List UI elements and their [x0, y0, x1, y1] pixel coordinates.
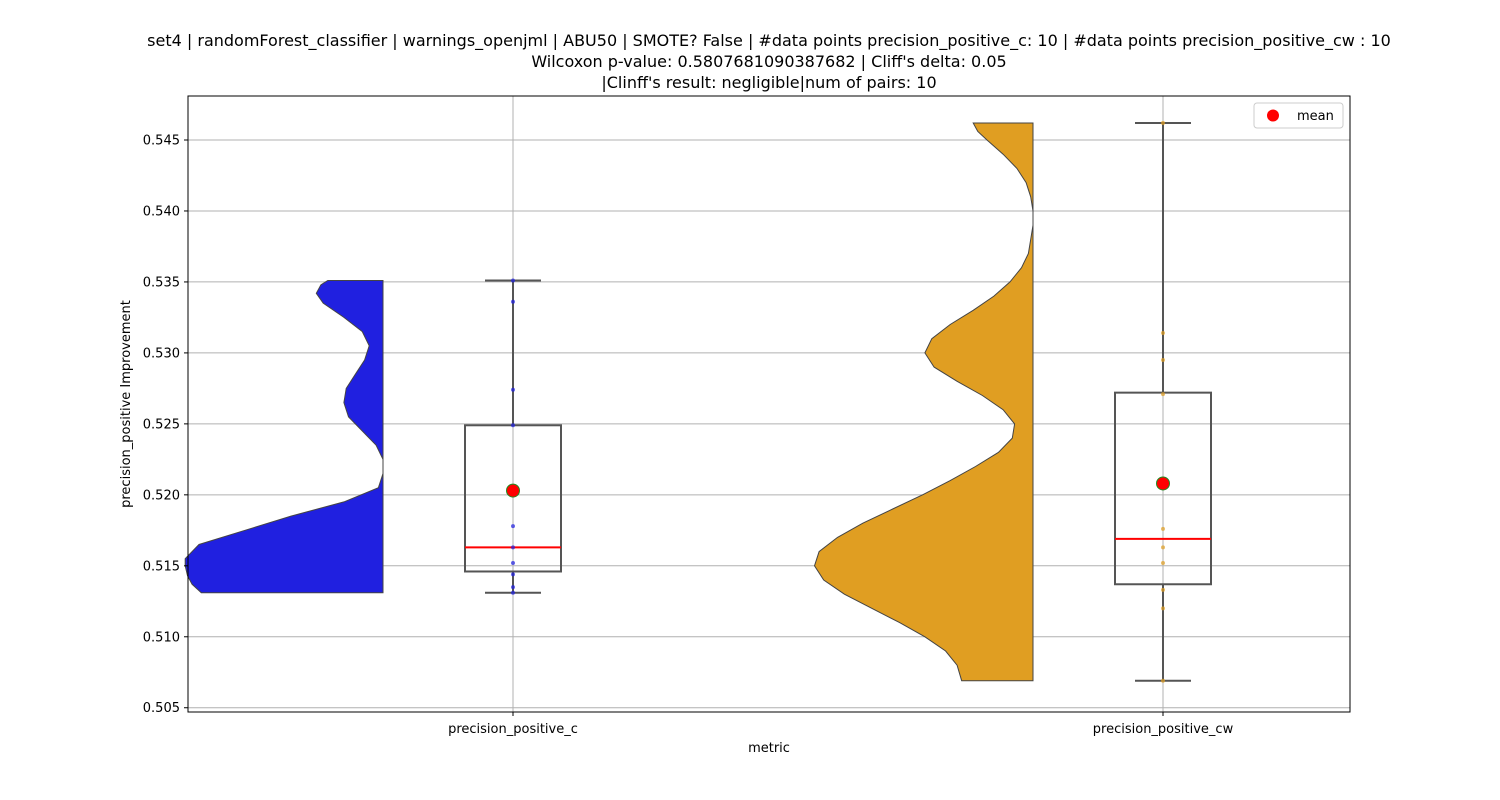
data-point [511, 278, 515, 283]
data-point [511, 572, 515, 577]
y-tick-label: 0.540 [143, 204, 180, 219]
chart-title-line-1: set4 | randomForest_classifier | warning… [147, 31, 1391, 50]
x-tick-label: precision_positive_cw [1093, 722, 1234, 737]
series-precision_positive_c [184, 278, 562, 595]
data-point [1161, 560, 1165, 565]
mean-marker [506, 483, 520, 498]
chart-title-line-2: Wilcoxon p-value: 0.5807681090387682 | C… [531, 52, 1007, 71]
series-layer [184, 120, 1212, 683]
data-point [511, 423, 515, 428]
plot-frame [187, 95, 1351, 713]
x-axis-label: metric [748, 741, 790, 756]
data-point [1161, 587, 1165, 592]
axes: 0.505 0.510 0.515 0.520 0.525 0.530 0.535 0.540… [143, 134, 1234, 738]
data-point [511, 524, 515, 529]
data-point [1161, 606, 1165, 611]
data-point [1161, 678, 1165, 683]
data-point [511, 590, 515, 595]
y-tick-label: 0.535 [143, 275, 180, 290]
y-tick-label: 0.510 [143, 630, 180, 645]
data-point [1161, 526, 1165, 531]
legend-mean-label: mean [1297, 109, 1334, 124]
y-tick-label: 0.525 [143, 417, 180, 432]
data-point [1161, 392, 1165, 397]
data-point [511, 585, 515, 590]
data-point [511, 299, 515, 304]
mean-marker [1156, 476, 1170, 491]
y-tick-label: 0.515 [143, 559, 180, 574]
y-tick-label: 0.530 [143, 346, 180, 361]
violin-precision_positive_cw [813, 122, 1034, 682]
data-point [1161, 545, 1165, 550]
data-point [1161, 331, 1165, 336]
legend: mean [1253, 102, 1344, 129]
data-point [1161, 120, 1165, 125]
legend-mean-marker [1267, 109, 1279, 122]
y-tick-label: 0.505 [143, 701, 180, 716]
series-precision_positive_cw [813, 120, 1212, 683]
violin-precision_positive_c [184, 280, 384, 594]
y-axis-label: precision_positive Improvement [119, 300, 134, 508]
y-tick-label: 0.545 [143, 134, 180, 149]
data-point [1161, 358, 1165, 362]
data-point [511, 545, 515, 550]
x-tick-label: precision_positive_c [448, 722, 578, 737]
chart-title-line-3: |Clinff's result: negligible|num of pair… [601, 73, 937, 92]
data-point [511, 560, 515, 565]
y-tick-label: 0.520 [143, 488, 180, 503]
data-point [511, 387, 515, 392]
legend-box [1253, 102, 1344, 129]
